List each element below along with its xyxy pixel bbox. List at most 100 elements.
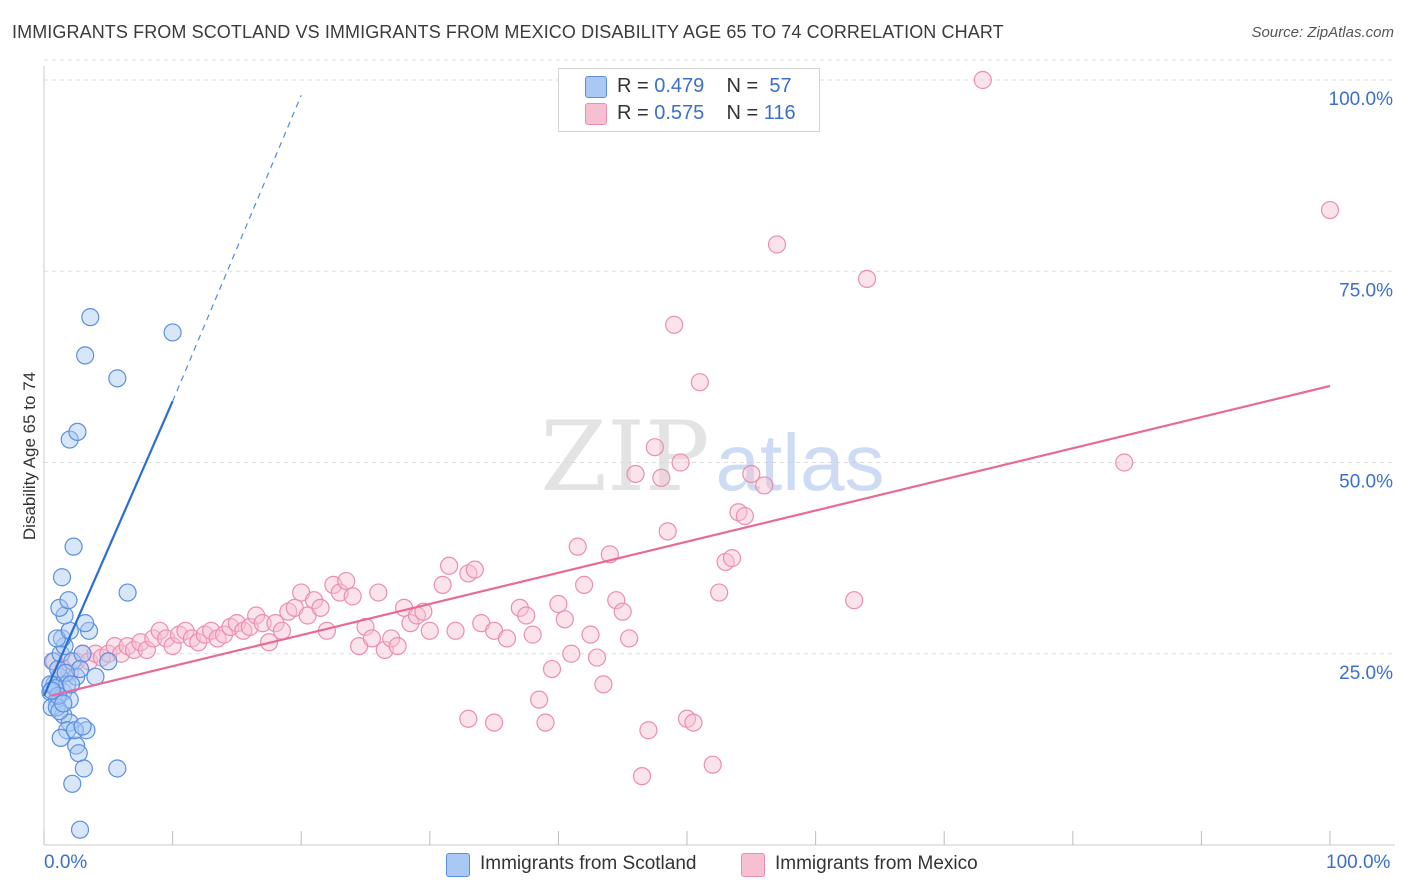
mexico-point — [767, 235, 787, 254]
scotland-point — [73, 717, 92, 736]
scotland-point — [59, 591, 78, 610]
mexico-point — [845, 591, 864, 610]
scotland-trend-extension — [172, 95, 302, 402]
y-tick-labels: 25.0% 50.0% 75.0% 100.0% — [1329, 89, 1394, 684]
scotland-swatch — [585, 76, 607, 98]
scotland-point — [61, 675, 81, 694]
scotland-trend-line — [42, 400, 174, 697]
mexico-point — [485, 713, 504, 732]
n-value-scotland: 57 — [769, 75, 792, 97]
mexico-point — [343, 587, 362, 606]
mexico-point — [369, 583, 388, 602]
mexico-point — [362, 629, 382, 648]
scotland-legend-label: Immigrants from Scotland — [480, 853, 697, 874]
r-value-mexico: 0.575 — [654, 102, 705, 124]
mexico-point — [530, 690, 549, 709]
mexico-point — [652, 468, 671, 487]
mexico-point — [581, 625, 600, 644]
scotland-points — [41, 308, 182, 839]
scotland-point — [64, 537, 83, 556]
mexico-legend-swatch — [741, 853, 765, 877]
r-label: R = — [617, 75, 655, 97]
mexico-swatch — [585, 103, 607, 125]
mexico-point — [459, 709, 478, 728]
y-tick-label: 100.0% — [1329, 89, 1394, 110]
mexico-point — [523, 625, 542, 644]
scotland-legend-swatch — [446, 853, 470, 877]
mexico-point — [645, 438, 664, 457]
mexico-point — [420, 621, 439, 640]
mexico-point — [626, 464, 645, 484]
mexico-point — [620, 629, 639, 648]
mexico-point — [555, 610, 574, 629]
mexico-point — [575, 575, 594, 595]
mexico-point — [632, 767, 652, 786]
mexico-point — [1115, 453, 1134, 472]
mexico-point — [311, 598, 330, 617]
watermark-atlas: atlas — [716, 418, 885, 507]
scotland-point — [99, 652, 118, 671]
mexico-point — [1320, 200, 1340, 220]
scotland-point — [51, 728, 70, 748]
mexico-point — [562, 644, 581, 663]
mexico-point — [163, 636, 182, 656]
mexico-point — [446, 621, 465, 640]
stats-legend: R = 0.479 N = 57 R = 0.575 N = 116 — [558, 68, 820, 132]
chart-title: IMMIGRANTS FROM SCOTLAND VS IMMIGRANTS F… — [12, 22, 1004, 42]
mexico-point — [594, 675, 613, 694]
scotland-point — [56, 663, 75, 682]
scotland-point — [70, 820, 90, 839]
scotland-point — [52, 568, 72, 587]
mexico-point — [639, 721, 658, 740]
source-label: Source: ZipAtlas.com — [1251, 24, 1394, 41]
scotland-point — [108, 369, 127, 388]
mexico-trend-line — [50, 384, 1331, 697]
mexico-point — [542, 659, 562, 679]
scotland-point — [108, 759, 127, 778]
mexico-point — [536, 713, 555, 732]
scotland-point — [63, 652, 82, 671]
mexico-point — [137, 640, 156, 660]
mexico-point — [465, 560, 484, 579]
mexico-point — [671, 453, 690, 472]
scotland-point — [69, 744, 88, 763]
scotland-point — [76, 346, 95, 365]
x-tick-max: 100.0% — [1326, 852, 1391, 873]
y-tick-label: 50.0% — [1339, 472, 1393, 493]
mexico-point — [272, 621, 292, 640]
mexico-point — [665, 315, 684, 334]
scotland-point — [60, 430, 79, 449]
mexico-point — [549, 594, 568, 614]
y-tick-label: 75.0% — [1339, 280, 1393, 301]
mexico-point — [439, 556, 459, 575]
mexico-point — [253, 614, 272, 633]
mexico-point — [337, 571, 356, 591]
scotland-point — [81, 308, 100, 327]
scotland-point — [54, 694, 73, 713]
watermark-zip: ZIP — [540, 401, 709, 513]
mexico-legend-label: Immigrants from Mexico — [775, 853, 978, 874]
scotland-point — [74, 759, 93, 778]
mexico-point — [658, 522, 677, 541]
mexico-point — [607, 591, 626, 610]
scotland-point — [118, 583, 137, 602]
mexico-point — [857, 269, 877, 288]
n-label: N = — [726, 75, 764, 97]
mexico-point — [703, 755, 722, 774]
mexico-point — [517, 606, 536, 625]
mexico-point — [973, 70, 992, 90]
scotland-point — [70, 659, 90, 679]
mexico-point — [568, 537, 587, 556]
mexico-point — [742, 464, 761, 484]
n-value-mexico: 116 — [763, 102, 796, 124]
mexico-point — [755, 476, 774, 495]
r-value-scotland: 0.479 — [654, 75, 705, 97]
mexico-point — [587, 648, 607, 667]
mexico-point — [690, 373, 709, 392]
mexico-point — [735, 506, 754, 526]
scotland-point — [68, 422, 87, 441]
scotland-point — [63, 774, 82, 793]
x-tick-min: 0.0% — [44, 852, 88, 873]
mexico-point — [497, 629, 517, 648]
